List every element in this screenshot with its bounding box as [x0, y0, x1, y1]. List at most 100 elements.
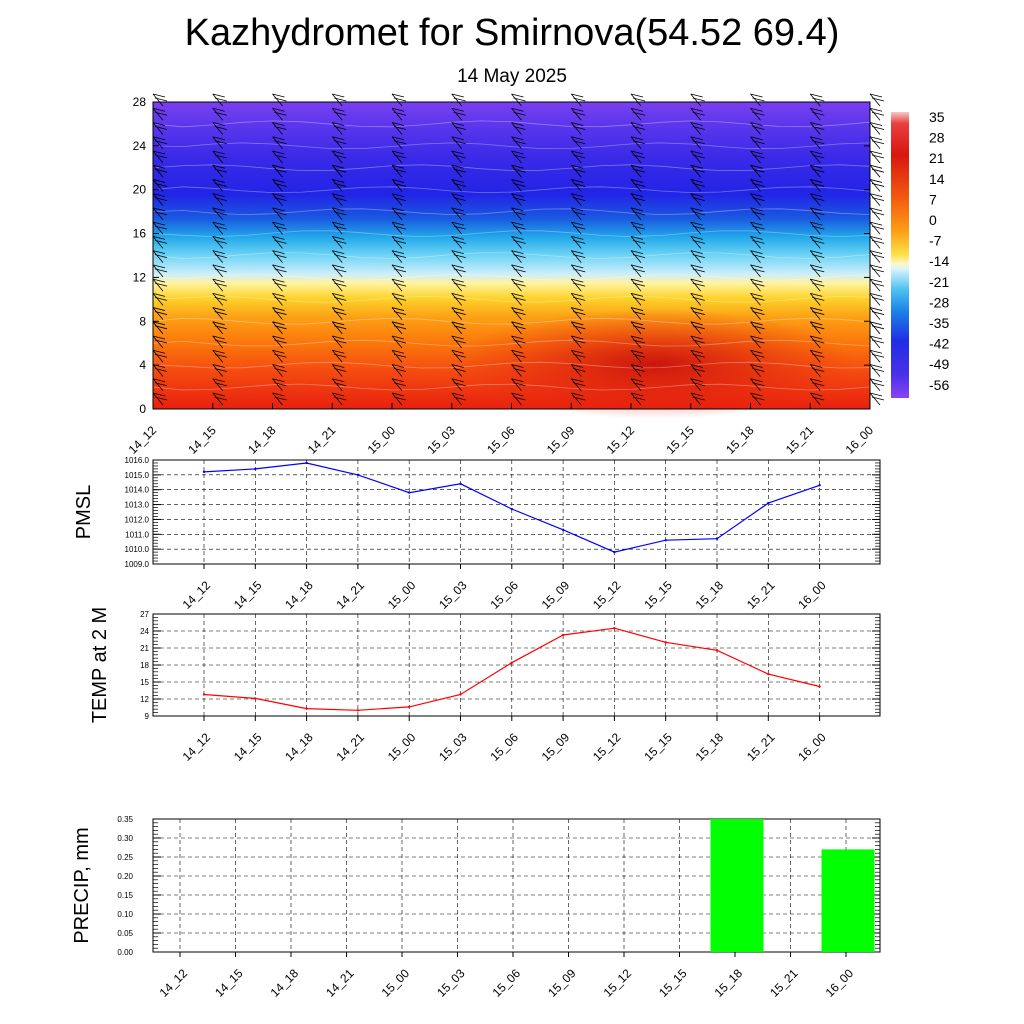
- wind-barb: [331, 250, 343, 263]
- wind-barb: [152, 321, 164, 335]
- colorbar-label: -56: [929, 377, 949, 393]
- y-tick-label: 0.20: [117, 872, 133, 881]
- wind-barb: [391, 179, 403, 192]
- wind-barb: [810, 392, 823, 397]
- wind-barb: [752, 396, 765, 401]
- wind-barb: [570, 164, 582, 178]
- wind-barb: [393, 311, 407, 315]
- wind-barb: [570, 364, 582, 377]
- wind-barb: [511, 179, 524, 183]
- wind-barb: [334, 325, 347, 330]
- wind-barb: [690, 193, 702, 206]
- wind-barb: [570, 122, 582, 135]
- wind-barb: [690, 307, 702, 320]
- wind-barb: [869, 207, 881, 221]
- wind-barb: [214, 339, 227, 344]
- wind-barb: [571, 349, 584, 354]
- wind-barb: [750, 293, 761, 306]
- wind-barb: [453, 353, 466, 358]
- wind-barb: [212, 107, 225, 112]
- temp-point: [254, 697, 257, 700]
- contour-line: [152, 361, 871, 369]
- wind-barb: [571, 93, 584, 98]
- wind-barb: [272, 221, 285, 226]
- x-tick-label: 14_18: [282, 578, 316, 612]
- wind-barb: [393, 396, 407, 401]
- wind-barb: [869, 235, 883, 240]
- wind-barb: [630, 364, 644, 368]
- wind-barb: [391, 349, 405, 354]
- wind-barb: [212, 179, 224, 192]
- wind-barb: [869, 378, 881, 392]
- x-tick-label: 15_00: [385, 578, 419, 612]
- wind-barb: [511, 392, 522, 406]
- wind-barb: [869, 207, 883, 212]
- wind-barb: [274, 97, 287, 102]
- wind-barb: [871, 353, 885, 358]
- wind-barb: [511, 264, 522, 278]
- wind-barb: [212, 321, 224, 335]
- wind-barb: [752, 154, 765, 159]
- wind-barb: [334, 225, 347, 230]
- wind-barb: [869, 93, 881, 107]
- wind-barb: [152, 278, 164, 292]
- wind-barb: [690, 264, 702, 278]
- wind-barb: [154, 254, 168, 259]
- wind-barb: [334, 353, 347, 358]
- wind-barb: [391, 335, 405, 340]
- wind-barb: [214, 111, 227, 116]
- wind-barb: [152, 264, 164, 278]
- wind-barb: [154, 183, 168, 187]
- contour-line: [152, 186, 871, 194]
- x-tick-label: 15_12: [590, 730, 624, 764]
- wind-barb: [451, 93, 464, 98]
- wind-barb: [391, 136, 405, 141]
- wind-barb: [752, 97, 765, 102]
- wind-barb: [272, 307, 285, 311]
- wind-barb: [391, 193, 405, 198]
- wind-barb: [391, 278, 405, 283]
- wind-barb: [871, 282, 885, 287]
- wind-barb: [690, 221, 702, 235]
- wind-barb: [690, 236, 702, 249]
- wind-barb: [690, 349, 703, 354]
- wind-barb: [513, 339, 526, 344]
- y-tick-label: 0.35: [117, 815, 133, 824]
- wind-barb: [391, 250, 403, 263]
- wind-barb: [630, 164, 644, 169]
- wind-barb: [272, 278, 283, 292]
- wind-barb: [630, 250, 642, 263]
- wind-barb: [152, 364, 164, 377]
- wind-barb: [511, 278, 522, 292]
- wind-barb: [152, 378, 166, 383]
- wind-barb: [630, 122, 642, 135]
- wind-barb: [632, 254, 646, 259]
- wind-barb: [334, 168, 347, 173]
- wind-barb: [334, 339, 347, 344]
- x-tick-label: 15_09: [544, 423, 578, 457]
- wind-barb: [332, 122, 345, 126]
- wind-barb: [632, 296, 646, 301]
- wind-barb: [393, 254, 407, 259]
- wind-barb: [393, 154, 407, 159]
- wind-barb: [750, 107, 761, 121]
- x-tick-label: 16_00: [795, 578, 829, 612]
- wind-barb: [752, 353, 765, 358]
- wind-barb: [692, 225, 705, 230]
- wind-barb: [690, 250, 702, 263]
- wind-barb: [810, 235, 823, 240]
- wind-barb: [692, 382, 705, 387]
- wind-barb: [571, 392, 584, 397]
- wind-barb: [869, 364, 881, 377]
- y-tick-label: 21: [140, 644, 149, 653]
- wind-barb: [212, 179, 225, 183]
- wind-barb: [690, 278, 702, 292]
- y-tick-label: 0.25: [117, 853, 133, 862]
- wind-barb: [451, 250, 463, 263]
- wind-barb: [332, 392, 345, 397]
- wind-barb: [331, 193, 343, 206]
- wind-barb: [453, 268, 466, 273]
- wind-barb: [812, 239, 825, 244]
- wind-barb: [812, 111, 825, 116]
- wind-barb: [690, 207, 703, 212]
